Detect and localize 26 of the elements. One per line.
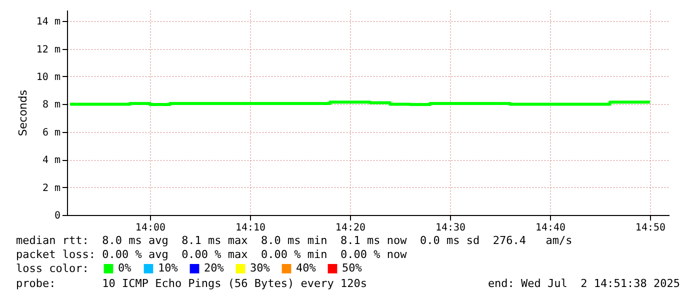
x-tick-label: 14:00	[135, 222, 166, 234]
y-tick-label: 6 m	[42, 127, 60, 138]
x-tick-label: 14:50	[635, 222, 666, 234]
text: packet loss: 0.00 % avg 0.00 % max 0.00 % min 0.00 % now	[16, 248, 408, 261]
y-tick-label: 12 m	[36, 44, 60, 56]
legend-label: 0%	[118, 262, 132, 275]
y-tick-label: 4 m	[42, 155, 60, 166]
y-tick-label: 14 m	[36, 16, 60, 28]
legend-label: 20%	[204, 262, 224, 275]
y-tick-label: 8 m	[42, 100, 60, 111]
x-tick-label: 14:30	[435, 222, 466, 234]
x-tick-label: 14:40	[535, 222, 566, 234]
y-tick-label: 10 m	[36, 72, 60, 83]
text: median rtt: 8.0 ms avg 8.1 ms max 8.0 ms min 8.1 ms now 0.0 ms sd 276.4 am/s	[16, 234, 572, 247]
legend-label: 40%	[296, 262, 316, 275]
x-tick-label: 14:20	[335, 222, 366, 234]
text: end: Wed Jul 2 14:51:38 2025	[488, 277, 680, 290]
legend-label: 50%	[342, 262, 362, 275]
y-tick-label: 2 m	[42, 182, 60, 194]
x-tick-label: 14:10	[235, 222, 266, 234]
legend-label: 10%	[158, 262, 178, 275]
legend-label: 30%	[250, 262, 270, 275]
y-axis-title: Seconds	[16, 90, 30, 136]
text: probe: 10 ICMP Echo Pings (56 Bytes) every 120s	[16, 277, 367, 290]
legend-title: loss color:	[16, 262, 89, 275]
y-tick-label: 0	[54, 210, 60, 222]
